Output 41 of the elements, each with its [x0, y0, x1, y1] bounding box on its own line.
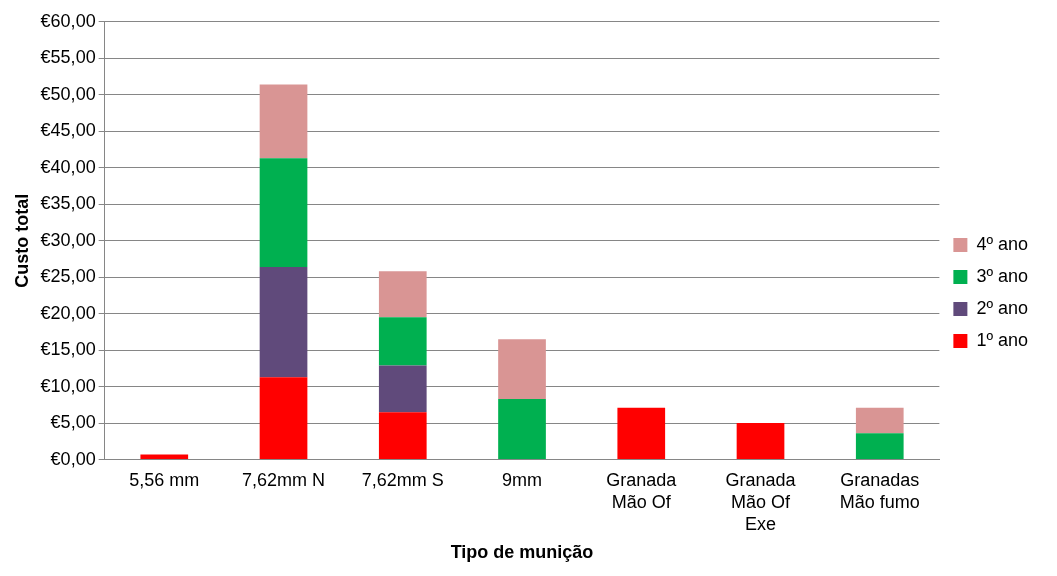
- y-tick-label: €30,00: [40, 229, 96, 250]
- x-tick-label: Granadas Mão fumo: [839, 470, 920, 512]
- x-tick-label: Granada Mão Of: [606, 470, 678, 512]
- bar: [259, 84, 308, 159]
- x-tick-label: 7,62mm S: [361, 470, 444, 491]
- bar: [855, 433, 904, 460]
- x-tick-label: 7,62mm N: [242, 470, 326, 491]
- bar: [259, 266, 308, 378]
- x-axis-title: Tipo de munição: [450, 542, 594, 563]
- bar: [617, 407, 666, 460]
- y-tick-label: €50,00: [40, 83, 96, 104]
- bar: [378, 271, 427, 318]
- y-tick-label: €0,00: [50, 448, 96, 469]
- y-axis-title: Custo total: [11, 193, 32, 288]
- y-tick-label: €20,00: [40, 302, 96, 323]
- bar: [736, 423, 785, 460]
- y-tick-label: €45,00: [40, 120, 96, 141]
- y-tick-label: €25,00: [40, 266, 96, 287]
- bar: [855, 407, 904, 434]
- y-tick-label: €15,00: [40, 339, 96, 360]
- bar: [498, 399, 546, 460]
- legend-label: 3º ano: [976, 265, 1029, 286]
- y-tick-label: €60,00: [40, 10, 96, 31]
- x-tick-label: 5,56 mm: [129, 470, 200, 491]
- y-tick-label: €10,00: [40, 375, 96, 396]
- bar: [259, 377, 308, 460]
- bar: [378, 365, 427, 413]
- y-tick-label: €40,00: [40, 156, 96, 177]
- bar: [378, 317, 427, 366]
- y-tick-label: €35,00: [40, 193, 96, 214]
- bar: [140, 454, 189, 460]
- legend-label: 2º ano: [976, 297, 1029, 318]
- x-tick-label: 9mm: [502, 470, 543, 491]
- x-tick-label: Granada Mão Of Exe: [725, 470, 797, 534]
- bar: [259, 158, 308, 267]
- legend-label: 4º ano: [976, 233, 1029, 254]
- y-tick-label: €55,00: [40, 47, 96, 68]
- y-tick-label: €5,00: [50, 412, 96, 433]
- bar: [378, 412, 427, 460]
- legend-label: 1º ano: [976, 329, 1029, 350]
- bar: [498, 339, 546, 400]
